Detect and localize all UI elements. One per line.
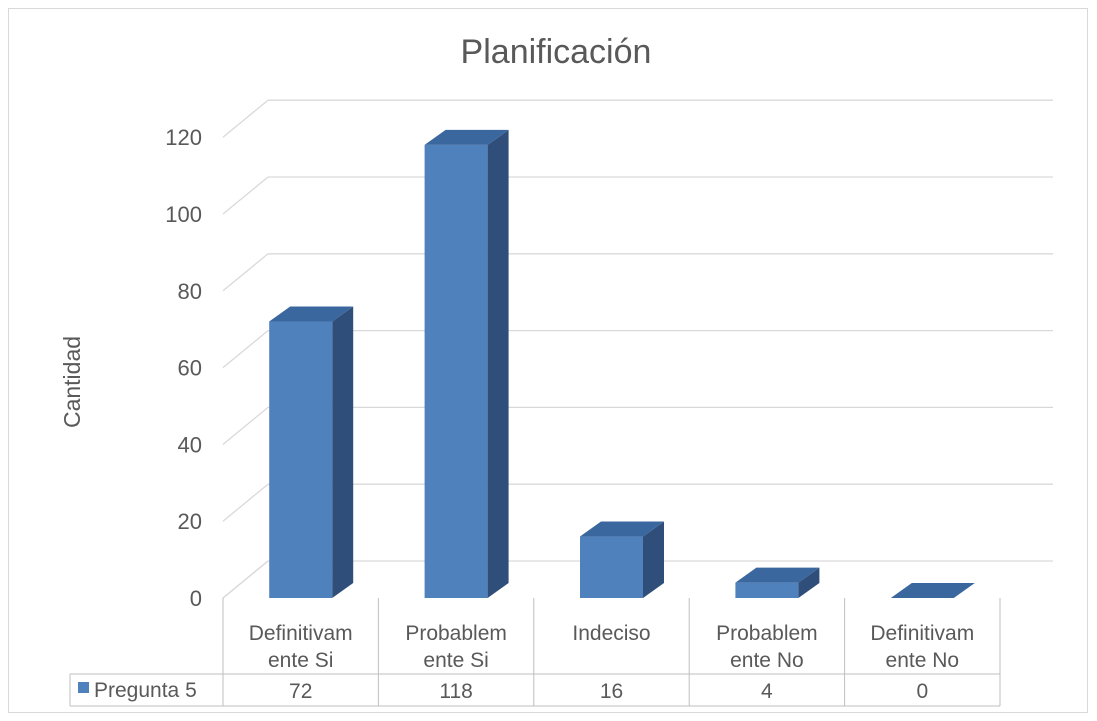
data-table-value: 72 [289, 680, 312, 703]
bar-top [580, 521, 664, 537]
bar [580, 521, 664, 598]
category-label: ente No [886, 649, 960, 672]
bar-side [487, 129, 509, 598]
bars [269, 129, 975, 598]
category-label: Probablem [716, 622, 818, 645]
bar-front [269, 321, 333, 598]
bar-top [890, 583, 975, 598]
data-table-value: 0 [916, 680, 928, 703]
category-label: Definitivam [870, 622, 974, 645]
bar-front [735, 582, 799, 598]
data-table-value: 118 [439, 680, 472, 703]
y-tick-label: 120 [165, 125, 202, 150]
bar-top [735, 567, 820, 583]
gridline-diagonal [222, 99, 269, 138]
category-label: ente No [730, 649, 804, 672]
legend-swatch [78, 682, 89, 693]
gridline-diagonal [222, 330, 269, 369]
y-tick-label: 20 [178, 509, 202, 534]
category-label: Probablem [405, 622, 507, 645]
gridline-diagonal [222, 253, 269, 292]
bar [424, 129, 509, 598]
bar-top [424, 129, 509, 145]
data-table: Definitivam ente Si 72 Probablem ente Si 118 I… [69, 598, 1001, 707]
gridline-diagonal [222, 406, 269, 445]
legend-label: Pregunta 5 [94, 679, 197, 702]
y-axis-ticks: 0 20 40 60 80 100 120 [165, 125, 202, 611]
bar [735, 567, 820, 598]
bar [269, 306, 354, 598]
category-label: ente Si [268, 649, 333, 672]
bar-front [580, 536, 643, 598]
gridline-diagonal [222, 560, 269, 599]
gridline-diagonal [222, 483, 269, 522]
data-table-value: 4 [761, 680, 773, 703]
y-tick-label: 60 [178, 356, 202, 381]
bar-front [424, 144, 488, 598]
bar-top [269, 306, 354, 322]
chart-title: Planificación [461, 33, 652, 71]
bar-side [332, 306, 354, 598]
bar-side [798, 567, 820, 598]
y-tick-label: 100 [165, 202, 202, 227]
y-tick-label: 40 [178, 432, 202, 457]
gridlines [222, 99, 1053, 599]
data-table-value: 16 [600, 680, 623, 703]
y-axis-label: Cantidad [59, 336, 85, 428]
y-tick-label: 0 [190, 586, 202, 611]
category-label: Definitivam [249, 622, 353, 645]
bar [890, 583, 975, 598]
y-tick-label: 80 [178, 279, 202, 304]
category-label: ente Si [423, 649, 488, 672]
category-label: Indeciso [572, 622, 650, 645]
gridline-diagonal [222, 176, 269, 215]
bar-side [643, 521, 664, 598]
